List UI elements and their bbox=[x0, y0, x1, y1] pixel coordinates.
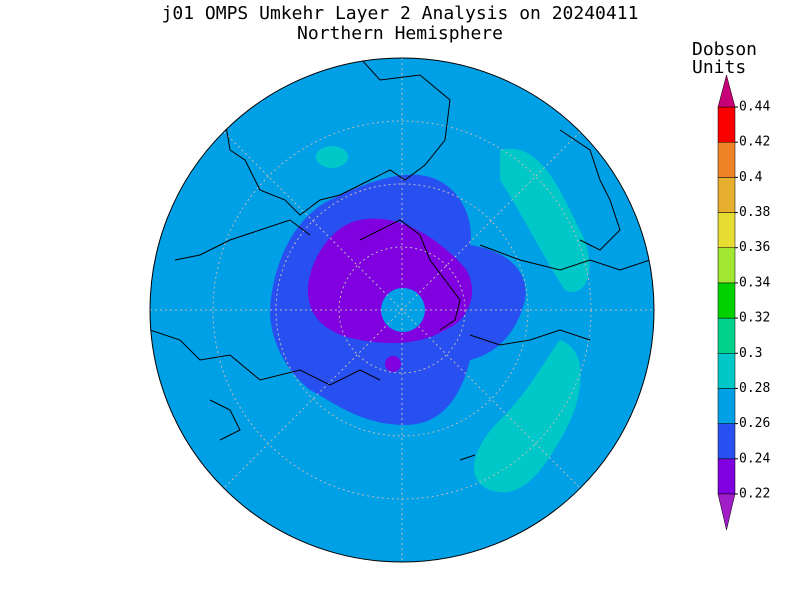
colorbar-under bbox=[717, 493, 736, 531]
map-border bbox=[149, 57, 655, 563]
colorbar-tick-label: 0.38 bbox=[739, 205, 770, 220]
graticule bbox=[150, 58, 654, 562]
teal-region bbox=[316, 146, 348, 168]
colorbar-tick-label: 0.42 bbox=[739, 135, 770, 150]
colorbar-band bbox=[717, 317, 736, 354]
colorbar-band bbox=[717, 423, 736, 460]
colorbar-tick-label: 0.28 bbox=[739, 381, 770, 396]
colorbar-tick-label: 0.44 bbox=[739, 100, 770, 115]
colorbar-tick-label: 0.22 bbox=[739, 487, 770, 502]
colorbar-band bbox=[717, 353, 736, 389]
colorbar-band bbox=[717, 141, 736, 178]
pole-hole bbox=[381, 288, 425, 332]
colorbar-label: Units bbox=[692, 57, 746, 78]
colorbar-tick-label: 0.24 bbox=[739, 451, 770, 466]
teal-region bbox=[500, 148, 590, 292]
purple-region bbox=[307, 218, 473, 343]
colorbar-band bbox=[717, 247, 736, 284]
colorbar-label: Dobson bbox=[692, 39, 757, 60]
colorbar-tick-label: 0.32 bbox=[739, 311, 770, 326]
colorbar-band bbox=[717, 106, 736, 143]
colorbar-band bbox=[717, 177, 736, 213]
colorbar-band bbox=[717, 388, 736, 424]
title: j01 OMPS Umkehr Layer 2 Analysis on 2024… bbox=[162, 3, 639, 24]
coastlines bbox=[150, 58, 651, 461]
colorbar-tick-label: 0.34 bbox=[739, 275, 770, 290]
colorbar-band bbox=[717, 282, 736, 319]
subtitle: Northern Hemisphere bbox=[297, 23, 503, 44]
colorbar-over bbox=[717, 74, 736, 108]
colorbar-tick-label: 0.26 bbox=[739, 416, 770, 431]
colorbar-tick-label: 0.4 bbox=[739, 170, 763, 185]
purple-region bbox=[385, 356, 401, 372]
colorbar-tick-label: 0.3 bbox=[739, 346, 762, 361]
colorbar-band bbox=[717, 212, 736, 248]
colorbar-tick-label: 0.36 bbox=[739, 240, 770, 255]
colorbar: Dobson Units 0.22 0.24 0.26 0.28 0.3 0.32 0.34… bbox=[692, 39, 770, 531]
colorbar-band bbox=[717, 458, 736, 495]
teal-region bbox=[473, 340, 581, 493]
map bbox=[149, 57, 655, 563]
